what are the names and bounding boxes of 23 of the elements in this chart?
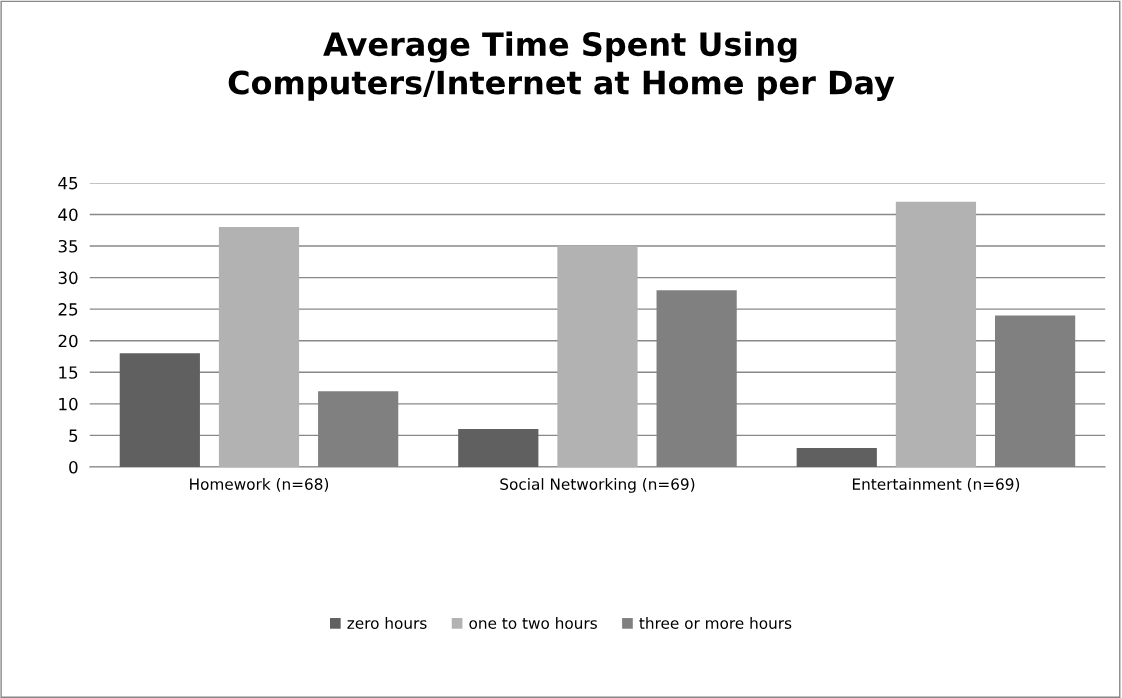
x-tick-label: Entertainment (n=69) [852, 478, 1020, 492]
y-tick-label: 20 [58, 334, 78, 348]
chart-title: Average Time Spent Using Computers/Internet at Home per Day [228, 31, 895, 102]
y-tick-label: 45 [58, 177, 78, 190]
bar [218, 227, 300, 467]
legend-label: zero hours [347, 617, 427, 629]
x-tick-label: Homework (n=68) [190, 478, 329, 492]
bar [458, 429, 539, 467]
y-tick-label: 10 [59, 397, 78, 411]
y-tick-label: 0 [69, 460, 78, 474]
bar [895, 201, 977, 467]
y-tick-label: 5 [69, 429, 78, 442]
y-tick-label: 15 [59, 366, 78, 379]
bar [119, 353, 200, 467]
y-tick-label: 40 [58, 208, 78, 222]
x-tick-label: Social Networking (n=69) [500, 478, 695, 493]
bar [796, 448, 877, 467]
legend-label: one to two hours [469, 617, 597, 629]
y-tick-label: 25 [58, 303, 78, 316]
y-tick-label: 30 [58, 271, 78, 285]
y-tick-label: 35 [58, 239, 78, 253]
bar [557, 246, 638, 467]
legend-label: three or more hours [639, 617, 792, 629]
